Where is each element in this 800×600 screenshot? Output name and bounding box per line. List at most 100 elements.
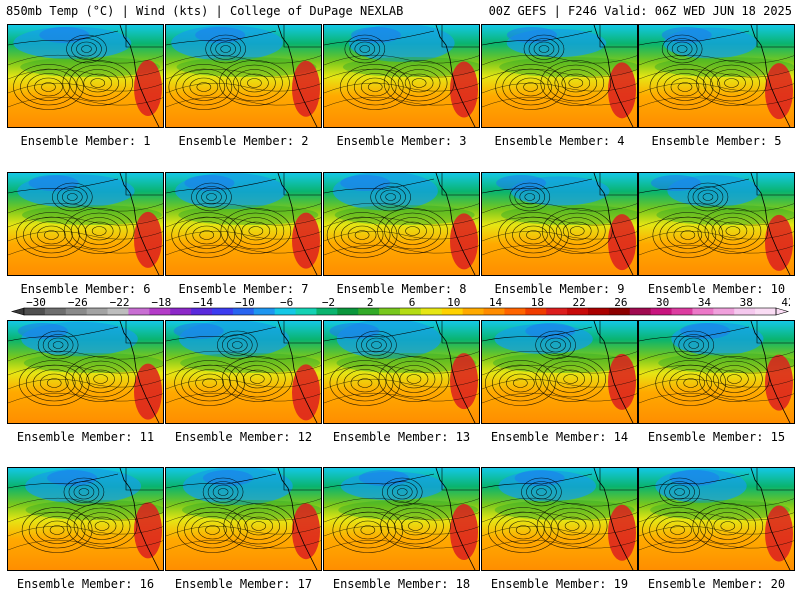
ensemble-member-map xyxy=(481,24,638,128)
pressure-contour xyxy=(215,41,236,57)
pressure-contour xyxy=(710,69,753,97)
colorbar-segment xyxy=(107,308,129,315)
pressure-contour xyxy=(361,334,392,356)
pressure-contour xyxy=(166,54,321,66)
pressure-contour xyxy=(688,341,700,349)
pressure-contour xyxy=(220,208,292,254)
ensemble-member-label: Ensemble Member: 12 xyxy=(174,430,313,444)
pressure-contour xyxy=(405,226,420,236)
pressure-contour xyxy=(408,521,423,531)
pressure-contour xyxy=(86,369,115,389)
pressure-contour xyxy=(663,73,707,101)
pressure-contour xyxy=(706,512,750,540)
pressure-contour xyxy=(71,38,102,60)
pressure-contour xyxy=(70,212,128,250)
ensemble-member-label: Ensemble Member: 9 xyxy=(494,282,625,296)
colorbar-segment xyxy=(525,308,547,315)
pressure-contour xyxy=(339,64,411,110)
pressure-contour xyxy=(680,230,696,240)
pressure-contour xyxy=(702,193,714,201)
ensemble-member-label: Ensemble Member: 8 xyxy=(336,282,467,296)
pressure-contour xyxy=(324,68,479,80)
ensemble-member-label: Ensemble Member: 18 xyxy=(332,577,471,591)
temperature-colorbar: −30 −26 −22 −18 −14 −10 −6 −2 2 6 10 14 18 22 26 30 34 38… xyxy=(10,296,790,316)
pressure-contour xyxy=(347,225,377,245)
pressure-contour xyxy=(8,230,163,242)
pressure-contour xyxy=(248,226,264,236)
pressure-contour xyxy=(399,369,429,389)
colorbar-tick-label: −30 xyxy=(26,296,46,309)
pressure-contour xyxy=(561,73,591,93)
pressure-contour xyxy=(206,193,217,201)
pressure-contour xyxy=(498,212,569,258)
pressure-contour xyxy=(178,216,236,254)
pressure-contour xyxy=(542,360,599,398)
cold-air-core xyxy=(47,470,98,486)
pressure-contour xyxy=(521,477,562,507)
pressure-contour xyxy=(663,520,692,540)
pressure-contour xyxy=(639,244,794,256)
pressure-contour xyxy=(47,337,69,353)
pressure-contour xyxy=(666,38,698,60)
pressure-contour xyxy=(394,512,437,540)
ensemble-member-map xyxy=(481,467,638,571)
pressure-contour xyxy=(226,64,283,102)
colorbar-tick-label: 14 xyxy=(489,296,503,309)
pressure-contour xyxy=(670,525,685,535)
colorbar-tick-label: 22 xyxy=(572,296,585,309)
pressure-contour xyxy=(198,520,227,540)
pressure-contour xyxy=(68,481,100,503)
political-border xyxy=(125,321,163,344)
colorbar-segment xyxy=(337,308,359,315)
pressure-contour xyxy=(353,520,383,540)
pressure-contour xyxy=(221,334,253,356)
pressure-contour xyxy=(536,488,547,496)
pressure-contour xyxy=(482,54,637,66)
pressure-contour xyxy=(80,512,124,540)
pressure-contour xyxy=(556,369,585,389)
coastline xyxy=(8,473,119,489)
pressure-contour xyxy=(639,364,794,376)
pressure-contour xyxy=(526,230,541,240)
ensemble-member-map xyxy=(323,467,480,571)
mid-latitude-band xyxy=(658,353,794,373)
pressure-contour xyxy=(196,186,227,208)
pressure-contour xyxy=(706,360,763,398)
pressure-contour xyxy=(387,507,444,545)
pressure-contour xyxy=(562,221,592,241)
colorbar-low-arrow xyxy=(10,307,25,316)
colorbar-segment xyxy=(671,308,693,315)
pressure-contour xyxy=(485,360,556,406)
colorbar-tick-label: 42 xyxy=(781,296,790,309)
pressure-contour xyxy=(8,539,163,551)
pressure-contour xyxy=(251,521,267,531)
pressure-contour xyxy=(8,497,163,509)
coastline xyxy=(166,326,277,342)
pressure-contour xyxy=(166,497,321,509)
pressure-contour xyxy=(324,202,479,214)
coastline xyxy=(8,30,119,46)
pressure-contour xyxy=(166,350,321,362)
pressure-contour xyxy=(78,488,90,496)
pressure-contour xyxy=(192,225,222,245)
pressure-contour xyxy=(244,516,274,536)
pressure-contour xyxy=(720,369,749,389)
pressure-contour xyxy=(639,392,794,404)
pressure-contour xyxy=(670,77,700,97)
pressure-contour xyxy=(398,221,427,241)
mid-latitude-band xyxy=(649,500,790,520)
pressure-contour xyxy=(384,212,441,250)
colorbar-segment xyxy=(86,308,109,315)
pressure-contour xyxy=(87,516,117,536)
pressure-contour xyxy=(195,373,224,393)
pressure-contour xyxy=(93,374,108,384)
pressure-contour xyxy=(242,369,272,389)
colorbar-tick-label: 6 xyxy=(409,296,416,309)
pressure-contour xyxy=(543,507,601,545)
colorbar-tick-label: 26 xyxy=(614,296,627,309)
pressure-contour xyxy=(353,73,397,101)
mid-latitude-band xyxy=(336,353,477,373)
colorbar-segment xyxy=(232,308,255,315)
mid-latitude-band xyxy=(178,205,319,225)
pressure-contour xyxy=(191,516,234,544)
